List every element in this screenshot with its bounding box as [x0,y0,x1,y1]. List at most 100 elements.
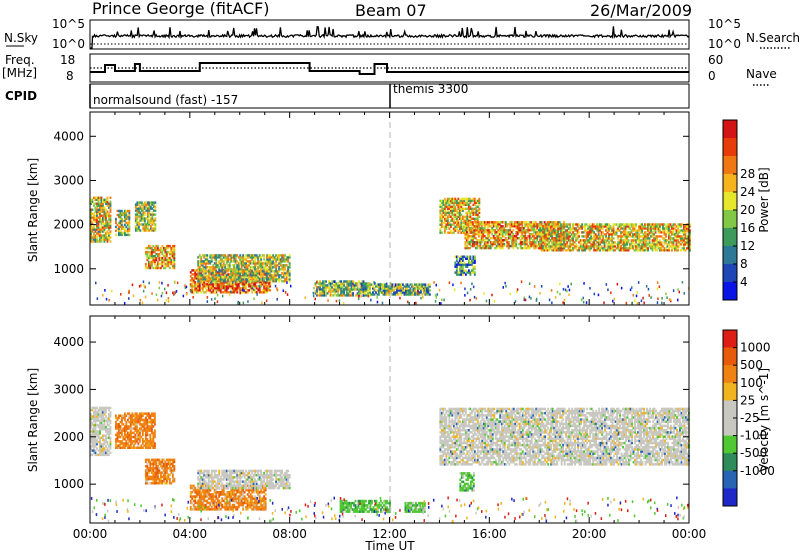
echo-cell-1998 [362,286,365,289]
echo-cell-3943 [636,245,639,248]
echo-cell-2332 [449,205,452,208]
echo-cell-487 [154,223,157,226]
echo-cell-3071 [534,244,537,248]
echo-cell-2145 [403,291,406,294]
echo-cell-523 [149,252,152,256]
echo-cell-454 [149,221,152,224]
echo-cell-3090 [537,246,540,250]
echo-cell-1240 [209,278,212,281]
echo-cell-1289 [215,254,218,257]
echo-cell-721 [198,283,201,286]
echo-cell-1830 [322,292,324,295]
echo-cell-2912 [512,246,515,250]
echo-cell-3359 [549,229,552,232]
echo-cell-3368 [551,231,554,234]
echo-cell-318 [126,215,129,219]
clutter-cell-54 [353,281,356,285]
echo-cell-3388 [554,231,557,234]
echo-cell-18 [90,200,92,203]
echo-cell-2124 [397,293,400,296]
echo-cell-2910 [510,223,513,226]
echo-cell-4092 [656,225,658,228]
echo-cell-2789 [494,237,497,240]
echo-cell-1697 [273,256,276,259]
echo-cell-500 [144,246,147,250]
clutter-cell-28 [360,294,362,298]
clutter-cell-217 [632,294,635,297]
echo-cell-2370 [454,213,457,216]
echo-cell-128 [100,224,103,227]
echo-cell-96 [97,208,100,211]
echo-cell-3850 [623,233,625,236]
echo-cell-6 [90,434,92,437]
echo-cell-1429 [236,268,239,271]
echo-cell-3784 [612,237,615,240]
echo-cell-3987 [642,243,645,246]
echo-cell-2686 [479,229,482,232]
echo-cell-2180 [414,291,416,294]
echo-cell-334 [134,225,137,228]
echo-cell-144 [102,230,104,233]
echo-cell-111 [99,440,101,444]
echo-cell-4067 [653,233,655,236]
echo-cell-167 [103,222,106,225]
echo-cell-83 [96,423,98,427]
echo-cell-121 [100,240,103,243]
echo-cell-3726 [603,223,606,226]
echo-cell-4299 [687,229,690,232]
echo-cell-2658 [474,229,477,232]
echo-cell-3621 [588,225,591,228]
colorbar-swatch-2 [723,156,737,175]
echo-cell-3653 [593,227,596,230]
echo-cell-3830 [620,231,622,234]
echo-cell-239 [109,204,112,207]
echo-cell-3513 [572,239,575,242]
echo-cell-1065 [255,281,258,284]
echo-cell-136 [100,419,103,422]
echo-cell-2316 [448,211,451,214]
echo-cell-15 [90,210,92,213]
echo-cell-1015 [246,283,249,286]
echo-cell-565 [156,254,159,258]
echo-cell-1401 [231,254,234,257]
echo-cell-2629 [470,223,473,226]
echo-cell-1637 [266,260,269,263]
echo-cell-11 [90,419,92,422]
echo-cell-987 [242,285,245,288]
echo-cell-3955 [638,239,640,242]
echo-cell-139 [100,413,103,416]
echo-cell-441 [148,221,151,224]
echo-cell-165 [103,447,106,450]
echo-cell-2638 [471,231,474,234]
echo-cell-3657 [594,245,597,248]
echo-cell-623 [167,250,170,254]
echo-cell-50 [94,236,97,239]
echo-cell-3931 [635,247,637,250]
echo-cell-3932 [635,245,637,248]
echo-cell-458 [149,207,152,210]
echo-cell-2247 [440,225,443,228]
echo-cell-1651 [267,254,270,257]
echo-cell-2659 [474,227,477,230]
echo-cell-271 [119,213,122,217]
echo-cell-3846 [623,243,625,246]
echo-cell-518 [149,264,152,268]
echo-cell-2531 [472,197,475,201]
clutter-cell-237 [381,301,384,305]
echo-cell-427 [146,225,149,228]
echo-cell-2882 [507,246,510,250]
echo-cell-1831 [322,290,324,293]
echo-cell-809 [213,281,216,284]
echo-cell-1557 [254,266,257,269]
echo-cell-4121 [660,231,663,234]
echo-cell-2289 [445,217,448,220]
echo-cell-3458 [564,245,567,248]
echo-cell-3632 [590,227,593,230]
echo-cell-3748 [608,247,610,250]
echo-cell-1177 [198,260,201,263]
echo-cell-4027 [647,225,649,228]
echo-cell-3411 [557,231,560,234]
echo-cell-2846 [501,244,504,248]
echo-cell-3508 [570,227,573,230]
echo-cell-538 [152,258,155,262]
